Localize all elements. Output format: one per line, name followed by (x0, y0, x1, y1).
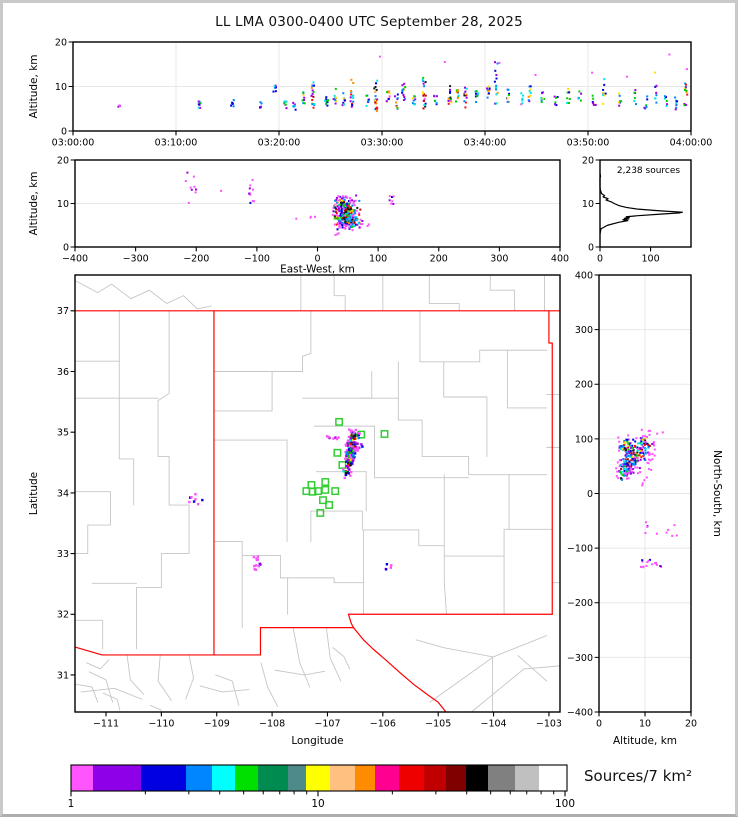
svg-text:03:10:00: 03:10:00 (155, 138, 198, 149)
svg-text:03:20:00: 03:20:00 (258, 138, 301, 149)
svg-text:100: 100 (575, 434, 593, 445)
svg-text:Altitude, km: Altitude, km (613, 735, 677, 747)
svg-text:−108: −108 (259, 719, 285, 730)
svg-text:300: 300 (490, 254, 508, 265)
axes-alt_histogram: 0 100 0 10 20 (582, 155, 692, 265)
colorbar-label: Sources/7 km² (584, 767, 692, 785)
svg-text:East-West, km: East-West, km (280, 264, 355, 276)
svg-text:−300: −300 (567, 653, 593, 664)
svg-text:300: 300 (575, 325, 593, 336)
svg-text:32: 32 (57, 610, 69, 621)
svg-text:−111: −111 (93, 719, 119, 730)
svg-text:Longitude: Longitude (291, 735, 343, 747)
county-lines (74, 274, 561, 713)
svg-text:35: 35 (57, 428, 69, 439)
altitude-histogram: 2,238 sources (599, 166, 684, 235)
svg-text:10: 10 (582, 199, 594, 210)
svg-text:−100: −100 (567, 544, 593, 555)
svg-text:0: 0 (63, 242, 69, 253)
lightning-sources-time (117, 53, 689, 113)
lightning-sources-ew_altitude (184, 171, 395, 236)
svg-text:10: 10 (57, 199, 69, 210)
svg-text:−103: −103 (536, 719, 562, 730)
svg-text:10: 10 (311, 798, 324, 810)
axes-map: −111 −110 −109 −108 −107 −106 −105 −104 −103 31 32… (28, 274, 562, 747)
svg-text:0: 0 (588, 242, 594, 253)
svg-text:03:50:00: 03:50:00 (567, 138, 610, 149)
svg-text:−106: −106 (370, 719, 396, 730)
ns-right-label: North-South, km (711, 450, 723, 537)
svg-text:0: 0 (314, 254, 320, 265)
lightning-sources-map (188, 428, 393, 571)
svg-text:North-South, km: North-South, km (711, 450, 723, 537)
svg-text:03:30:00: 03:30:00 (361, 138, 404, 149)
svg-text:10: 10 (639, 719, 651, 730)
svg-text:20: 20 (55, 37, 67, 48)
svg-text:−200: −200 (567, 598, 593, 609)
svg-text:Latitude: Latitude (28, 472, 40, 515)
axes-time_altitude: 03:00:00 03:10:00 03:20:00 03:30:00 03:40:00… (28, 37, 712, 148)
svg-text:36: 36 (57, 367, 69, 378)
svg-text:400: 400 (551, 254, 569, 265)
svg-text:03:00:00: 03:00:00 (52, 138, 95, 149)
lightning-sources-ns (615, 428, 678, 569)
svg-text:−110: −110 (148, 719, 174, 730)
svg-text:−400: −400 (567, 707, 593, 718)
gridlines-ns_altitude (598, 274, 692, 713)
lma-stations (302, 417, 389, 517)
svg-text:0: 0 (596, 719, 602, 730)
axes-ns_altitude: 0 10 20 400 300 200 100 0 −100 −200 −300 −400 Altitu… (567, 270, 697, 747)
svg-text:31: 31 (57, 670, 69, 681)
svg-text:33: 33 (57, 549, 69, 560)
svg-text:100: 100 (555, 798, 575, 810)
svg-text:0: 0 (61, 126, 67, 137)
svg-text:Altitude, km: Altitude, km (28, 54, 40, 118)
svg-text:100: 100 (369, 254, 387, 265)
state-borders (74, 310, 561, 713)
svg-text:20: 20 (582, 155, 594, 166)
colorbar: 1 10 100 (68, 764, 575, 810)
colorbar-label-text: Sources/7 km² (584, 767, 693, 785)
svg-text:−104: −104 (481, 719, 507, 730)
svg-text:Altitude, km: Altitude, km (28, 171, 40, 235)
lma-plot-canvas: 03:00:00 03:10:00 03:20:00 03:30:00 03:40:00… (28, 37, 723, 810)
svg-text:04:00:00: 04:00:00 (670, 138, 713, 149)
svg-text:−400: −400 (62, 254, 88, 265)
svg-text:−300: −300 (123, 254, 149, 265)
svg-text:100: 100 (641, 254, 659, 265)
svg-text:−109: −109 (204, 719, 230, 730)
svg-text:37: 37 (57, 306, 69, 317)
svg-text:200: 200 (430, 254, 448, 265)
svg-text:20: 20 (685, 719, 697, 730)
source-count-annotation: 2,238 sources (617, 166, 681, 176)
svg-text:−105: −105 (425, 719, 451, 730)
axes-ew_altitude: −400 −300 −200 −100 0 100 200 300 400 0 10 20 Altitu… (28, 155, 569, 275)
svg-text:−107: −107 (314, 719, 340, 730)
figure-title: LL LMA 0300-0400 UTC September 28, 2025 (215, 14, 523, 30)
svg-text:−200: −200 (183, 254, 209, 265)
svg-text:03:40:00: 03:40:00 (464, 138, 507, 149)
svg-text:20: 20 (57, 155, 69, 166)
svg-text:200: 200 (575, 380, 593, 391)
svg-text:0: 0 (597, 254, 603, 265)
svg-text:34: 34 (57, 488, 69, 499)
svg-text:−100: −100 (244, 254, 270, 265)
svg-text:400: 400 (575, 270, 593, 281)
svg-text:1: 1 (68, 798, 75, 810)
svg-text:10: 10 (55, 82, 67, 93)
gridlines-time_altitude (72, 41, 692, 132)
svg-text:0: 0 (587, 489, 593, 500)
